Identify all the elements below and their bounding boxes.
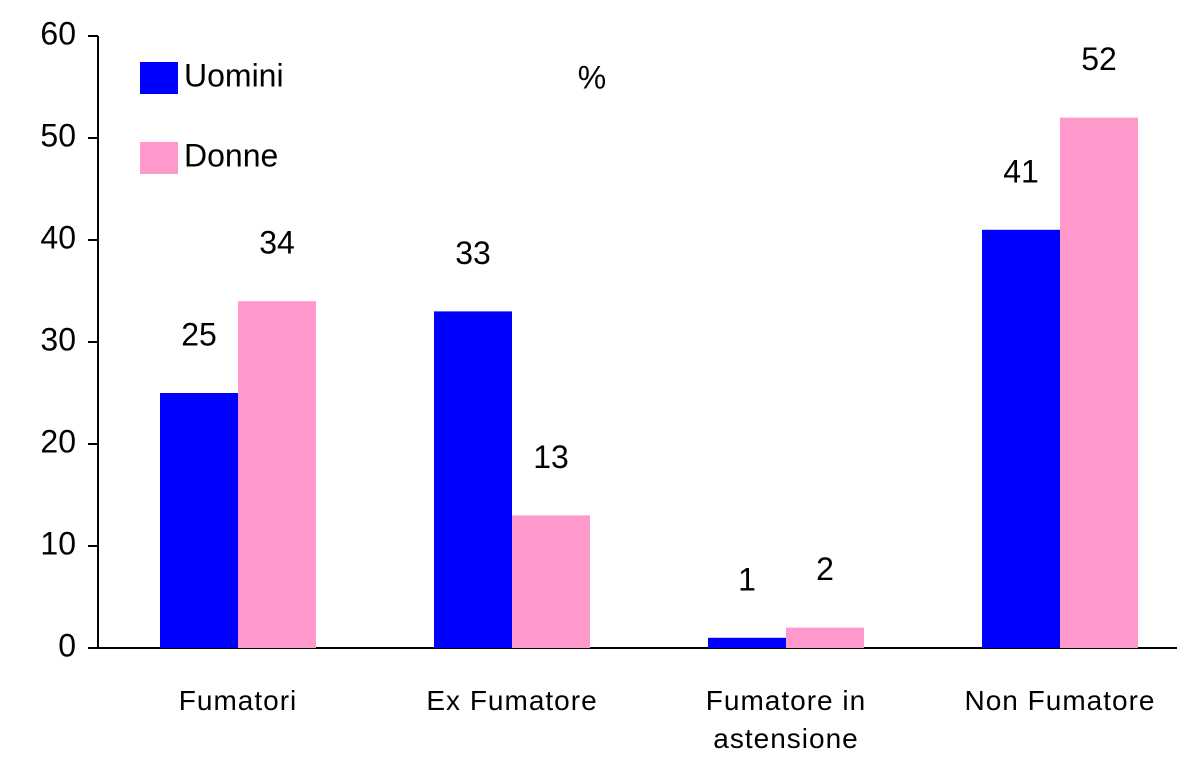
y-tick-label: 30	[40, 321, 76, 357]
bar	[786, 627, 864, 648]
bar	[512, 515, 590, 648]
x-tick-label: Ex Fumatore	[426, 685, 598, 716]
value-label: 25	[181, 316, 217, 352]
y-tick-label: 10	[40, 525, 76, 561]
bar	[238, 301, 316, 648]
bar	[1060, 117, 1138, 649]
legend-swatch	[140, 142, 178, 174]
unit-annotation: %	[578, 59, 606, 95]
value-label: 41	[1003, 153, 1039, 189]
y-tick-label: 20	[40, 423, 76, 459]
value-label: 52	[1081, 41, 1117, 77]
legend-label: Donne	[184, 137, 278, 173]
bar	[434, 311, 512, 648]
y-tick-label: 50	[40, 117, 76, 153]
x-tick-label: Fumatori	[178, 685, 298, 716]
y-tick-label: 0	[58, 627, 76, 663]
bar	[160, 393, 238, 648]
x-tick-label: Non Fumatore	[964, 685, 1156, 716]
x-tick-label: Fumatore in astensione	[705, 685, 867, 754]
bar	[708, 637, 786, 648]
legend-label: Uomini	[184, 57, 284, 93]
value-label: 1	[738, 561, 756, 597]
value-label: 33	[455, 235, 491, 271]
legend-swatch	[140, 62, 178, 94]
value-label: 2	[816, 551, 834, 587]
y-tick-label: 40	[40, 219, 76, 255]
bar	[982, 229, 1060, 649]
value-label: 13	[533, 439, 569, 475]
value-label: 34	[259, 225, 295, 261]
y-tick-label: 60	[40, 15, 76, 51]
